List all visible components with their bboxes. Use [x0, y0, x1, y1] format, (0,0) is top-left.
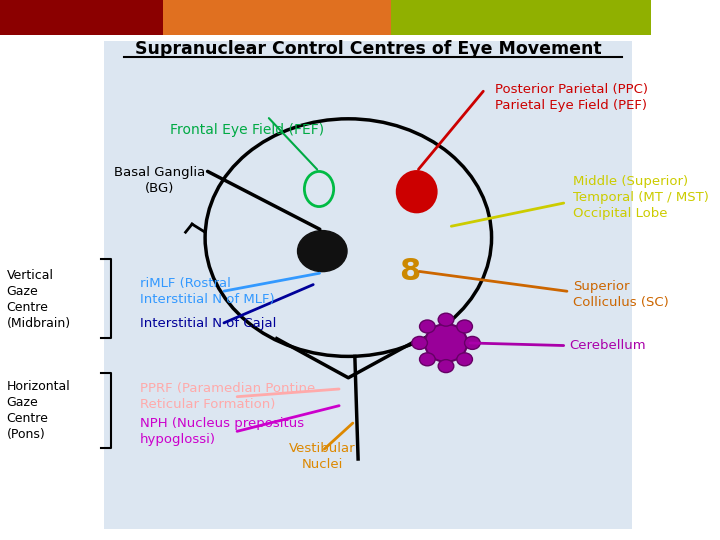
- Text: Posterior Parietal (PPC)
Parietal Eye Field (PEF): Posterior Parietal (PPC) Parietal Eye Fi…: [495, 83, 648, 112]
- Ellipse shape: [397, 172, 436, 212]
- Circle shape: [412, 336, 428, 349]
- Circle shape: [438, 313, 454, 326]
- Circle shape: [420, 353, 435, 366]
- Circle shape: [456, 320, 472, 333]
- Bar: [104, 40, 631, 529]
- Text: Cerebellum: Cerebellum: [570, 339, 647, 352]
- Text: PPRF (Paramedian Pontine
Reticular Formation): PPRF (Paramedian Pontine Reticular Forma…: [140, 382, 315, 411]
- Text: Interstitial N of Cajal: Interstitial N of Cajal: [140, 318, 276, 330]
- Text: Frontal Eye Field (FEF): Frontal Eye Field (FEF): [171, 123, 325, 137]
- Text: 8: 8: [400, 256, 420, 286]
- Circle shape: [297, 231, 347, 272]
- Circle shape: [420, 320, 435, 333]
- Bar: [391, 0, 651, 35]
- Text: Vertical
Gaze
Centre
(Midbrain): Vertical Gaze Centre (Midbrain): [6, 269, 71, 330]
- Text: NPH (Nucleus prepositus
hypoglossi): NPH (Nucleus prepositus hypoglossi): [140, 417, 304, 447]
- Circle shape: [464, 336, 480, 349]
- Ellipse shape: [425, 324, 467, 362]
- Circle shape: [456, 353, 472, 366]
- Bar: [163, 0, 391, 35]
- Text: Supranuclear Control Centres of Eye Movement: Supranuclear Control Centres of Eye Move…: [135, 39, 601, 58]
- Circle shape: [438, 360, 454, 373]
- Text: Middle (Superior)
Temporal (MT / MST)
Occipital Lobe: Middle (Superior) Temporal (MT / MST) Oc…: [573, 174, 708, 220]
- Bar: [0, 0, 163, 35]
- Text: Superior
Colliculus (SC): Superior Colliculus (SC): [573, 280, 669, 309]
- Text: Vestibular
Nuclei: Vestibular Nuclei: [289, 442, 356, 471]
- Text: Basal Ganglia
(BG): Basal Ganglia (BG): [114, 166, 205, 195]
- Text: riMLF (Rostral
Interstitial N of MLF): riMLF (Rostral Interstitial N of MLF): [140, 277, 274, 306]
- Text: Horizontal
Gaze
Centre
(Pons): Horizontal Gaze Centre (Pons): [6, 380, 71, 441]
